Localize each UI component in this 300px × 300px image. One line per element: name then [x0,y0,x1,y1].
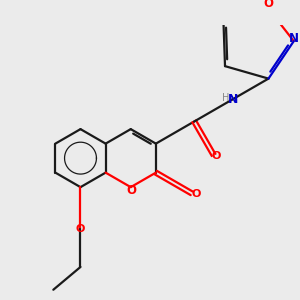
Text: O: O [126,184,136,197]
Text: CH₃: CH₃ [164,0,183,2]
Text: O: O [76,224,85,233]
Text: N: N [289,32,299,45]
Text: O: O [192,189,201,199]
Text: N: N [227,93,238,106]
Text: O: O [263,0,273,10]
Text: O: O [211,151,221,160]
Text: H: H [222,93,229,103]
